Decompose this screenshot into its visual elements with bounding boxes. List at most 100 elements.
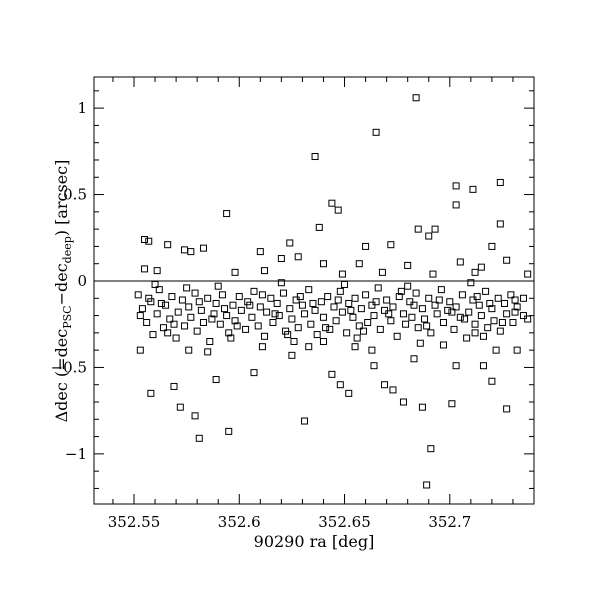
y-tick-label: −0.5: [51, 358, 87, 376]
data-point: [153, 310, 161, 318]
data-point: [431, 225, 439, 233]
data-point: [507, 291, 515, 299]
data-point: [408, 313, 416, 321]
data-point: [174, 308, 182, 316]
data-point: [496, 327, 504, 335]
data-point: [519, 312, 527, 320]
data-point: [395, 293, 403, 301]
data-point: [141, 236, 149, 244]
data-point: [231, 317, 239, 325]
data-point: [145, 294, 153, 302]
data-point: [482, 287, 490, 295]
data-point: [372, 128, 380, 136]
data-point: [450, 325, 458, 333]
data-point: [439, 341, 447, 349]
data-point: [351, 294, 359, 302]
data-point: [452, 303, 460, 311]
data-point: [364, 318, 372, 326]
data-point: [181, 246, 189, 254]
data-point: [376, 325, 384, 333]
data-point: [404, 261, 412, 269]
data-point: [471, 329, 479, 337]
data-point: [305, 343, 313, 351]
data-point: [172, 334, 180, 342]
data-point: [324, 293, 332, 301]
data-point: [429, 270, 437, 278]
data-point: [423, 322, 431, 330]
data-point: [328, 199, 336, 207]
data-point: [496, 178, 504, 186]
data-point: [315, 223, 323, 231]
data-point: [225, 427, 233, 435]
plot-frame: [93, 76, 535, 505]
data-point: [269, 318, 277, 326]
data-point: [357, 305, 365, 313]
data-point: [197, 306, 205, 314]
axis-ticks: [94, 77, 535, 504]
data-point: [458, 291, 466, 299]
data-point: [370, 312, 378, 320]
data-point: [427, 329, 435, 337]
data-point: [345, 299, 353, 307]
data-point: [187, 248, 195, 256]
data-point: [513, 346, 521, 354]
data-point: [488, 377, 496, 385]
data-point: [389, 303, 397, 311]
data-point: [425, 232, 433, 240]
data-point: [501, 299, 509, 307]
data-point: [298, 301, 306, 309]
data-point: [229, 301, 237, 309]
data-point: [456, 258, 464, 266]
data-point: [159, 324, 167, 332]
data-point: [336, 287, 344, 295]
data-point: [418, 403, 426, 411]
data-point: [136, 346, 144, 354]
data-point: [334, 296, 342, 304]
data-point: [178, 296, 186, 304]
data-point: [242, 325, 250, 333]
data-point: [204, 348, 212, 356]
data-point: [319, 313, 327, 321]
data-point: [168, 293, 176, 301]
data-point: [374, 284, 382, 292]
data-point: [524, 270, 532, 278]
data-point: [431, 301, 439, 309]
data-point: [313, 331, 321, 339]
data-point: [452, 362, 460, 370]
data-point: [271, 310, 279, 318]
data-point: [301, 310, 309, 318]
data-point: [404, 282, 412, 290]
data-point: [176, 403, 184, 411]
data-point: [486, 299, 494, 307]
data-point: [393, 332, 401, 340]
data-point: [216, 320, 224, 328]
data-point: [162, 301, 170, 309]
data-point: [199, 244, 207, 252]
data-point: [490, 317, 498, 325]
data-points: [134, 94, 532, 489]
data-point: [479, 332, 487, 340]
data-point: [288, 315, 296, 323]
data-point: [362, 291, 370, 299]
data-point: [492, 346, 500, 354]
data-point: [143, 318, 151, 326]
data-point: [199, 318, 207, 326]
data-point: [343, 329, 351, 337]
data-point: [397, 287, 405, 295]
data-point: [164, 241, 172, 249]
data-point: [427, 445, 435, 453]
data-point: [503, 310, 511, 318]
data-point: [134, 291, 142, 299]
data-point: [353, 334, 361, 342]
data-point: [221, 305, 229, 313]
data-point: [463, 334, 471, 342]
data-point: [477, 263, 485, 271]
data-point: [153, 267, 161, 275]
data-point: [448, 400, 456, 408]
y-axis-label: Δdec (=decPSC−decdeep) [arcsec]: [52, 160, 74, 423]
data-point: [256, 248, 264, 256]
data-point: [227, 334, 235, 342]
data-point: [347, 306, 355, 314]
data-point: [328, 370, 336, 378]
